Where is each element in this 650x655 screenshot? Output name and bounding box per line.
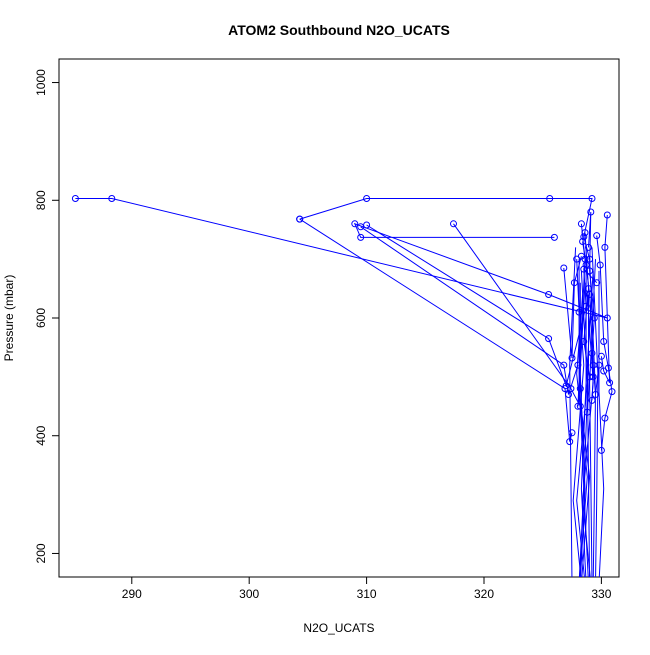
data-point: [593, 232, 601, 240]
data-point: [588, 195, 596, 202]
series-line: [583, 232, 591, 413]
series-line: [75, 198, 608, 319]
data-point: [608, 388, 616, 396]
y-tick-label: 1000: [34, 69, 48, 96]
data-point: [596, 261, 604, 269]
x-axis: 290 300 310 320 330: [122, 577, 612, 601]
profile-line: [576, 270, 588, 577]
data-point: [565, 391, 572, 398]
series-line: [563, 256, 582, 359]
data-point: [590, 314, 598, 322]
data-point: [450, 220, 457, 228]
data-point: [568, 429, 576, 437]
data-point: [580, 233, 588, 241]
data-point: [363, 195, 371, 202]
data-point: [606, 379, 614, 387]
data-point: [597, 352, 605, 360]
y-tick-label: 400: [34, 425, 48, 445]
profile-line: [589, 259, 597, 577]
data-point: [600, 338, 608, 345]
series-line: [600, 214, 611, 384]
profile-line: [598, 270, 605, 577]
data-point: [71, 195, 79, 202]
data-point: [550, 233, 558, 241]
y-tick-label: 800: [34, 190, 48, 210]
series-line: [582, 241, 600, 395]
x-tick-label: 330: [591, 587, 611, 601]
data-point: [600, 367, 608, 375]
data-point: [363, 221, 371, 229]
x-tick-label: 290: [122, 587, 142, 601]
y-axis: 200 400 600 800 1000: [34, 69, 59, 563]
data-point: [545, 335, 553, 343]
data-point: [545, 291, 553, 298]
x-tick-label: 300: [239, 587, 259, 601]
x-tick-label: 320: [474, 587, 494, 601]
profile-line: [586, 270, 594, 577]
profile-line: [578, 259, 585, 577]
data-point: [587, 208, 595, 216]
data-point: [108, 195, 116, 202]
x-tick-label: 310: [357, 587, 377, 601]
series-line: [360, 226, 579, 395]
data-series: [71, 195, 611, 322]
data-point: [573, 255, 581, 263]
data-point: [562, 382, 570, 390]
data-point: [296, 215, 304, 223]
data-point: [601, 414, 609, 422]
profile-line: [569, 247, 577, 577]
profile-line: [579, 282, 586, 577]
y-tick-label: 600: [34, 308, 48, 328]
data-point: [546, 195, 554, 202]
data-point: [357, 233, 365, 241]
dense-profile-lines: [569, 247, 605, 577]
data-point: [568, 354, 576, 362]
data-point: [579, 238, 587, 245]
data-point: [351, 220, 359, 228]
profile-line: [582, 294, 594, 577]
data-series: [597, 211, 614, 387]
data-point: [560, 361, 568, 369]
data-point: [577, 220, 585, 228]
data-point: [560, 264, 568, 272]
y-axis-label: Pressure (mbar): [2, 275, 16, 362]
profile-line: [591, 247, 599, 577]
y-tick-label: 200: [34, 543, 48, 563]
series-line: [299, 198, 593, 260]
profile-line: [580, 247, 587, 577]
data-point: [566, 438, 574, 446]
data-point: [601, 243, 609, 251]
data-point: [581, 229, 589, 237]
x-axis-label: N2O_UCATS: [303, 621, 374, 635]
series-line: [596, 235, 613, 451]
series-layer: [71, 195, 616, 577]
data-point: [603, 211, 611, 219]
chart-title: ATOM2 Southbound N2O_UCATS: [228, 22, 450, 38]
